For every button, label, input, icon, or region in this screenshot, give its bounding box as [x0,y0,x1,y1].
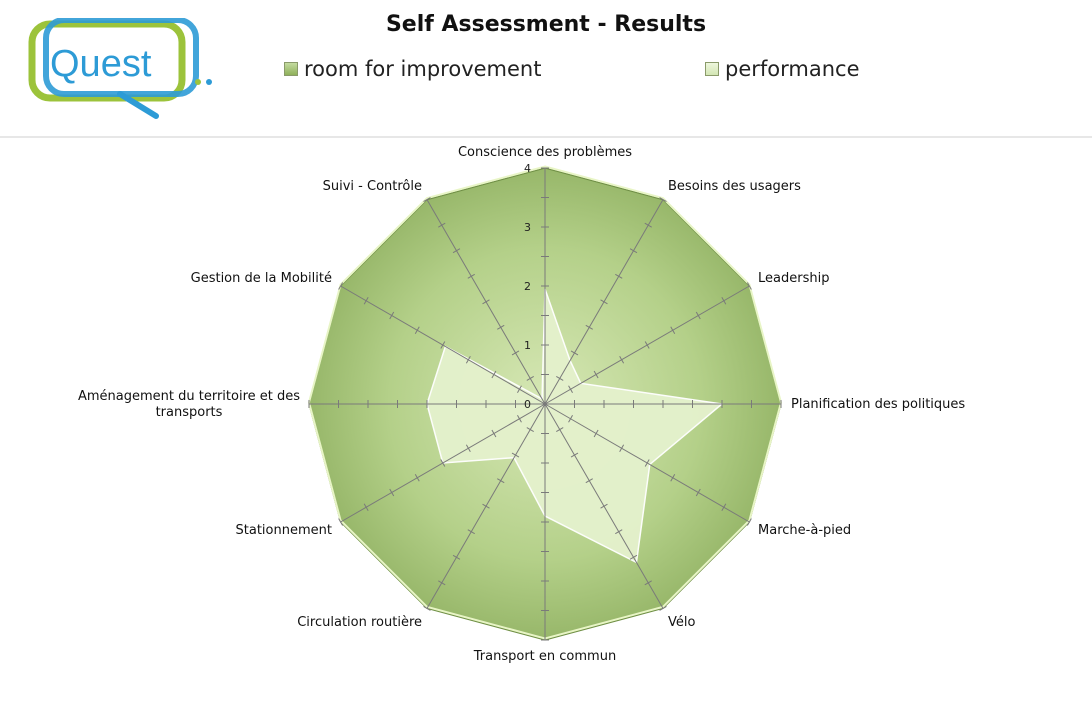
axis-tick-mark [467,273,475,279]
axis-tick-mark [440,341,446,349]
axis-tick-mark [556,376,564,381]
chart-title: Self Assessment - Results [385,12,707,37]
axis-tick-mark [423,197,431,203]
axis-tick-mark [629,248,638,254]
axis-tick-mark [363,503,369,511]
axis-tick-mark [440,459,446,467]
axis-tick-mark [438,580,446,586]
axis-tick-mark [695,311,701,320]
axis-tick-mark [619,444,625,452]
axis-tick-mark [600,503,608,509]
category-label: Leadership [758,271,829,286]
axis-tick-mark [585,324,593,330]
legend-item-performance: performance [705,57,860,81]
svg-text:Quest: Quest [50,43,152,85]
axis-tick-mark [491,370,497,379]
axis-tick-mark [511,350,520,356]
axis-tick-mark [585,478,593,484]
category-label: Gestion de la Mobilité [191,271,332,286]
axis-tick-mark [593,370,599,379]
radial-tick-label: 3 [524,221,531,234]
axis-tick-mark [526,427,534,432]
axis-tick-mark [746,282,752,290]
category-label: Stationnement [236,523,332,538]
quest-logo: Quest [28,18,212,119]
axis-tick-mark [338,518,344,526]
axis-tick-mark [511,452,520,458]
axis-tick-mark [389,488,395,497]
axis-tick-mark [482,299,490,305]
category-label: Aménagement du territoire et des transpor… [78,389,300,420]
axis-tick-mark [389,311,395,320]
category-label: Planification des politiques [791,397,965,412]
axis-tick-mark [526,376,534,381]
category-label: Suivi - Contrôle [323,179,422,194]
axis-tick-mark [746,518,752,526]
category-label: Circulation routière [297,615,422,630]
category-label: Transport en commun [473,649,616,664]
radial-tick-label: 0 [524,398,531,411]
axis-tick-mark [644,580,652,586]
legend-label-room-for-improvement: room for improvement [304,57,542,81]
axis-tick-mark [517,385,522,393]
axis-tick-mark [568,385,573,393]
radial-tick-label: 4 [524,162,531,175]
category-label: Conscience des problèmes [458,145,632,160]
axis-tick-mark [570,350,579,356]
axis-tick-mark [414,326,420,334]
axis-tick-mark [467,529,475,535]
legend-item-room-for-improvement: room for improvement [284,57,541,81]
radial-tick-label: 1 [524,339,531,352]
axis-tick-mark [452,554,461,560]
category-label: Besoins des usagers [668,179,801,194]
axis-tick-mark [465,444,471,452]
axis-tick-mark [423,605,431,611]
axis-tick-mark [556,427,564,432]
axis-tick-mark [670,326,676,334]
axis-tick-mark [517,415,522,423]
axis-tick-mark [670,474,676,482]
axis-tick-mark [644,222,652,228]
axis-tick-mark [695,488,701,497]
axis-tick-mark [570,452,579,458]
axis-tick-mark [644,341,650,349]
category-label: Marche-à-pied [758,523,851,538]
axis-tick-mark [568,415,573,423]
axis-tick-mark [629,554,638,560]
legend-label-performance: performance [725,57,860,81]
axis-tick-mark [465,356,471,364]
axis-tick-mark [482,503,490,509]
axis-tick-mark [600,299,608,305]
axis-tick-mark [659,605,667,611]
axis-tick-mark [497,324,505,330]
axis-tick-mark [363,297,369,305]
axis-tick-mark [659,197,667,203]
axis-tick-mark [491,429,497,438]
axis-tick-mark [619,356,625,364]
axis-tick-mark [721,297,727,305]
axis-tick-mark [497,478,505,484]
axis-tick-mark [414,474,420,482]
axis-tick-mark [593,429,599,438]
axis-tick-mark [615,529,623,535]
legend-swatch-performance [705,62,719,76]
axis-tick-mark [721,503,727,511]
axis-tick-mark [615,273,623,279]
category-label: Vélo [668,615,695,630]
axis-tick-mark [452,248,461,254]
radial-tick-label: 2 [524,280,531,293]
axis-tick-mark [644,459,650,467]
legend-swatch-room-for-improvement [284,62,298,76]
axis-tick-mark [338,282,344,290]
axis-tick-mark [438,222,446,228]
